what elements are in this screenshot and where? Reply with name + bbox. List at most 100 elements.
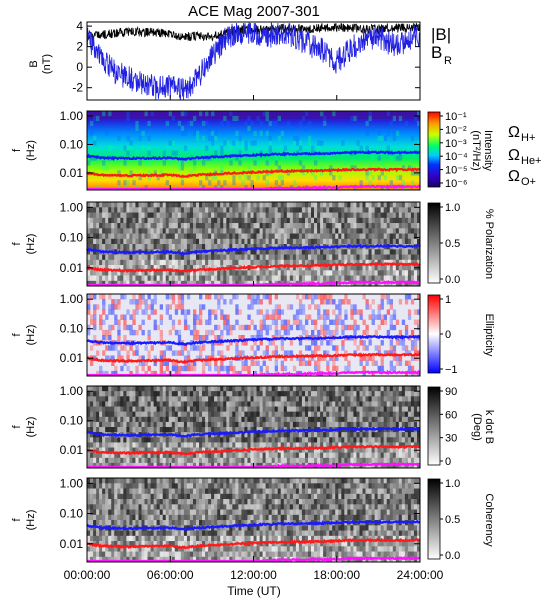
spectrogram-cell bbox=[174, 217, 179, 224]
spectrogram-cell bbox=[341, 270, 345, 276]
spectrogram-cell bbox=[99, 406, 103, 412]
spectrogram-cell bbox=[320, 217, 324, 224]
spectrogram-cell bbox=[141, 478, 145, 484]
spectrogram-cell bbox=[108, 462, 112, 469]
spectrogram-cell bbox=[253, 140, 257, 146]
spectrogram-cell bbox=[211, 309, 215, 315]
spectrogram-cell bbox=[208, 309, 212, 315]
spectrogram-cell bbox=[105, 427, 109, 433]
spectrogram-cell bbox=[135, 509, 139, 515]
spectrogram-cell bbox=[108, 514, 112, 521]
spectrogram-cell bbox=[99, 265, 103, 271]
spectrogram-cell bbox=[329, 165, 333, 171]
spectrogram-cell bbox=[338, 238, 342, 245]
spectrogram-cell bbox=[162, 370, 166, 377]
spectrogram-cell bbox=[126, 145, 130, 151]
spectrogram-cell bbox=[93, 437, 97, 443]
spectrogram-cell bbox=[205, 416, 209, 423]
spectrogram-cell bbox=[232, 391, 236, 397]
spectrogram-cell bbox=[141, 202, 145, 208]
spectrogram-cell bbox=[353, 411, 357, 417]
spectrogram-cell bbox=[186, 265, 191, 271]
spectrogram-cell bbox=[241, 238, 245, 245]
spectrogram-cell bbox=[268, 442, 272, 448]
spectrogram-cell bbox=[407, 406, 412, 412]
spectrogram-cell bbox=[344, 355, 348, 361]
spectrogram-cell bbox=[365, 238, 369, 245]
spectrogram-cell bbox=[250, 244, 254, 250]
spectrogram-cell bbox=[362, 217, 366, 224]
spectrogram-cell bbox=[214, 223, 218, 229]
spectrogram-cell bbox=[292, 217, 297, 224]
spectrogram-cell bbox=[147, 499, 151, 505]
spectrogram-cell bbox=[183, 391, 188, 397]
spectrogram-cell bbox=[362, 212, 366, 218]
spectrogram-cell bbox=[359, 452, 363, 458]
spectrogram-cell bbox=[196, 421, 200, 428]
spectrogram-cell bbox=[280, 212, 284, 218]
spectrogram-cell bbox=[177, 406, 182, 412]
spectrogram-cell bbox=[244, 202, 248, 208]
spectrogram-cell bbox=[114, 478, 118, 484]
spectrogram-cell bbox=[93, 391, 97, 397]
spectrogram-cell bbox=[344, 233, 348, 239]
spectrogram-cell bbox=[244, 457, 248, 464]
spectrogram-cell bbox=[180, 259, 185, 266]
spectrogram-cell bbox=[244, 175, 248, 181]
spectrogram-cell bbox=[211, 457, 215, 464]
spectrogram-cell bbox=[147, 280, 151, 287]
spectrogram-cell bbox=[341, 265, 345, 271]
spectrogram-cell bbox=[135, 406, 139, 412]
spectrogram-cell bbox=[283, 396, 288, 402]
spectrogram-cell bbox=[380, 355, 384, 361]
spectrogram-cell bbox=[262, 259, 266, 266]
spectrogram-cell bbox=[199, 217, 203, 224]
spectrogram-cell bbox=[232, 254, 236, 260]
spectrogram-cell bbox=[380, 406, 384, 412]
spectrogram-cell bbox=[271, 233, 275, 239]
spectrogram-cell bbox=[153, 360, 157, 366]
spectrogram-cell bbox=[223, 249, 227, 255]
spectrogram-cell bbox=[338, 391, 342, 397]
spectrogram-cell bbox=[171, 416, 176, 423]
spectrogram-cell bbox=[87, 504, 91, 510]
spectrogram-cell bbox=[283, 324, 288, 331]
spectrogram-cell bbox=[150, 265, 154, 271]
spectrogram-cell bbox=[371, 319, 375, 325]
spectrogram-cell bbox=[144, 304, 148, 310]
spectrogram-cell bbox=[305, 202, 309, 208]
spectrogram-cell bbox=[235, 401, 239, 407]
spectrogram-cell bbox=[126, 535, 130, 542]
spectrogram-cell bbox=[277, 329, 281, 336]
spectrogram-cell bbox=[295, 416, 300, 423]
spectrogram-cell bbox=[277, 396, 281, 402]
spectrogram-cell bbox=[395, 447, 400, 453]
spectrogram-cell bbox=[241, 202, 245, 208]
spectrogram-cell bbox=[205, 111, 209, 117]
spectrogram-cell bbox=[129, 265, 133, 271]
spectrogram-cell bbox=[102, 488, 106, 494]
spectrogram-cell bbox=[259, 329, 263, 336]
spectrogram-cell bbox=[186, 411, 191, 417]
spectrogram-cell bbox=[147, 493, 151, 500]
spectrogram-cell bbox=[153, 223, 157, 229]
spectrogram-cell bbox=[320, 249, 324, 255]
spectrogram-cell bbox=[123, 483, 127, 489]
spectrogram-cell bbox=[274, 319, 278, 325]
spectrogram-cell bbox=[105, 280, 109, 287]
spectrogram-cell bbox=[268, 238, 272, 245]
spectrogram-cell bbox=[250, 406, 254, 412]
spectrogram-cell bbox=[196, 212, 200, 218]
spectrogram-cell bbox=[186, 223, 191, 229]
spectrogram-cell bbox=[353, 416, 357, 423]
spectrogram-cell bbox=[350, 233, 354, 239]
spectrogram-cell bbox=[144, 259, 148, 266]
spectrogram-cell bbox=[135, 254, 139, 260]
spectrogram-cell bbox=[193, 238, 197, 245]
spectrogram-cell bbox=[259, 442, 263, 448]
spectrogram-cell bbox=[301, 442, 306, 448]
spectrogram-cell bbox=[168, 275, 172, 281]
spectrogram-cell bbox=[395, 238, 400, 245]
spectrogram-cell bbox=[295, 233, 300, 239]
spectrogram-cell bbox=[292, 314, 297, 320]
